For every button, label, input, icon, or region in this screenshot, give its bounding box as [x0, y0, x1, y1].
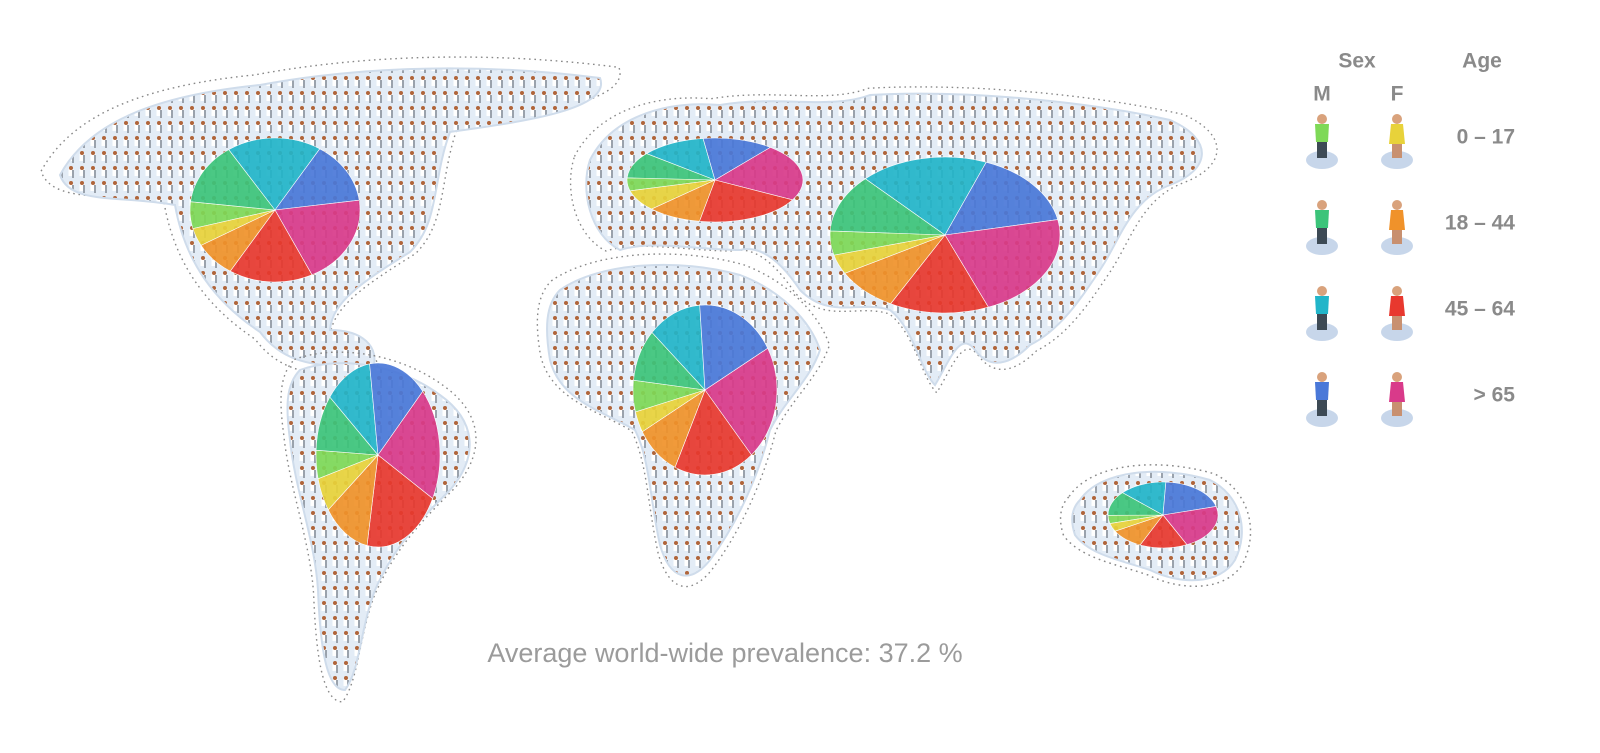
icon-legs [1392, 312, 1402, 330]
icon-head [1392, 200, 1402, 210]
icon-head [1317, 286, 1327, 296]
pie-sector [890, 234, 989, 314]
pie-sector [190, 149, 276, 211]
icon-base [1306, 151, 1338, 169]
pie-sector [1162, 481, 1217, 516]
person-icon [1381, 200, 1413, 255]
icon-head [1392, 114, 1402, 124]
pie-sector [1109, 514, 1164, 532]
legend-age-label: 45 – 64 [1445, 298, 1515, 321]
person-icon [1381, 372, 1413, 427]
pie-sector [698, 179, 794, 223]
icon-body [1315, 124, 1329, 142]
icon-head [1317, 200, 1327, 210]
legend-age-title: Age [1462, 50, 1502, 73]
legend-sex-title: Sex [1338, 50, 1376, 73]
pie-sector [635, 389, 706, 433]
pie-sector [366, 454, 433, 548]
caption: Average world-wide prevalence: 37.2 % [487, 638, 962, 668]
pie-sector [228, 137, 321, 211]
person-icon [1381, 286, 1413, 341]
icon-body [1315, 382, 1329, 400]
icon-legs [1317, 140, 1327, 158]
pie-sector [944, 219, 1061, 308]
pie-sector [1162, 506, 1219, 546]
icon-base [1381, 323, 1413, 341]
pie-sector [714, 147, 804, 201]
pie-sector [274, 199, 361, 276]
pie-sector [229, 209, 313, 283]
pie-sector [377, 390, 441, 499]
region-pies [189, 137, 1219, 549]
icon-legs [1317, 398, 1327, 416]
icon-base [1381, 151, 1413, 169]
icon-head [1392, 372, 1402, 382]
icon-head [1392, 286, 1402, 296]
icon-base [1381, 237, 1413, 255]
person-icon [1306, 286, 1338, 341]
icon-body [1315, 296, 1329, 314]
icon-legs [1392, 140, 1402, 158]
pie-sector [674, 389, 752, 476]
pie-sector [329, 363, 379, 456]
icon-body [1389, 210, 1405, 230]
icon-body [1315, 210, 1329, 228]
person-icon [1306, 200, 1338, 255]
pie-sector [369, 362, 424, 456]
pie-sector [833, 234, 946, 274]
icon-body [1389, 124, 1405, 144]
person-icon [1381, 114, 1413, 169]
pie-sector [704, 347, 778, 456]
icon-legs [1317, 226, 1327, 244]
person-icon [1306, 114, 1338, 169]
icon-body [1389, 296, 1405, 316]
pie-sector [651, 304, 706, 391]
pie-sector [274, 148, 360, 211]
icon-head [1317, 114, 1327, 124]
legend-age-label: 18 – 44 [1445, 212, 1515, 235]
pie-sector [702, 137, 772, 181]
pie-sector [944, 161, 1059, 236]
person-icon [1306, 372, 1338, 427]
legend-female: F [1391, 83, 1404, 106]
pie-sector [699, 304, 769, 391]
icon-base [1381, 409, 1413, 427]
icon-base [1306, 409, 1338, 427]
pie-sector [317, 454, 379, 511]
legend-male: M [1313, 83, 1331, 106]
icon-legs [1317, 312, 1327, 330]
icon-head [1317, 372, 1327, 382]
legend: Sex Age M F 0 – 17 18 – 44 45 – 64 > 65 [1306, 50, 1515, 427]
icon-base [1306, 237, 1338, 255]
pie-sector [829, 178, 946, 236]
icon-body [1389, 382, 1405, 402]
pie-sector [327, 454, 379, 546]
pie-sector [645, 138, 716, 181]
pie-sector [629, 179, 716, 210]
pie-sector [192, 209, 276, 246]
legend-age-label: 0 – 17 [1457, 126, 1515, 149]
icon-legs [1392, 226, 1402, 244]
icon-legs [1392, 398, 1402, 416]
legend-age-label: > 65 [1474, 384, 1516, 407]
icon-base [1306, 323, 1338, 341]
